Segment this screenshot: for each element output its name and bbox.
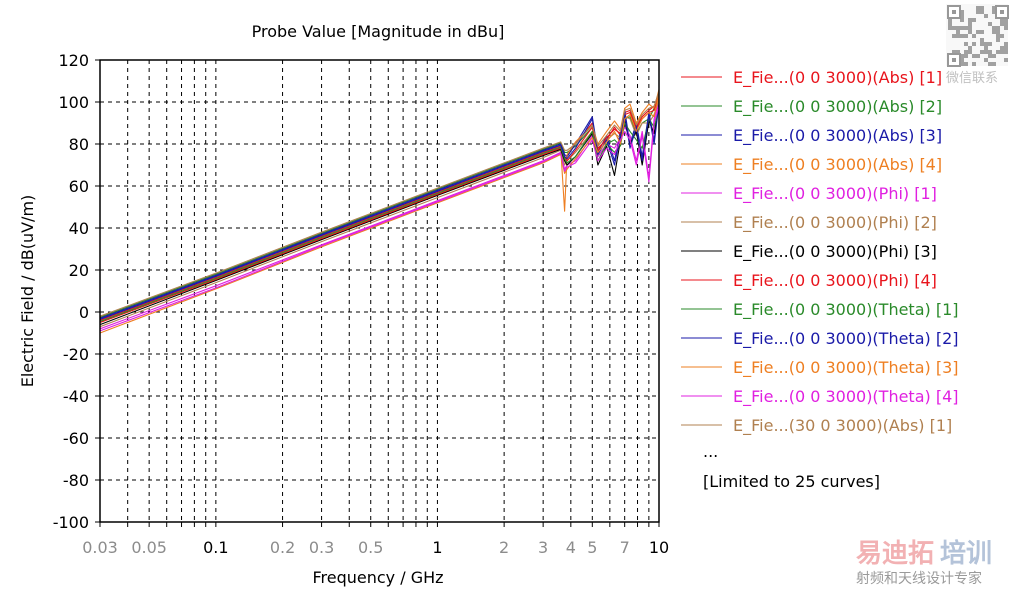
x-tick-label: 0.3 <box>309 538 334 557</box>
legend-entry: E_Fie...(0 0 3000)(Theta) [3] <box>733 358 959 378</box>
x-tick-label: 5 <box>587 538 597 557</box>
legend-entry: E_Fie...(0 0 3000)(Theta) [1] <box>733 300 959 320</box>
legend-entry: E_Fie...(0 0 3000)(Abs) [2] <box>733 97 942 117</box>
grid <box>100 60 659 522</box>
series-line <box>99 99 660 328</box>
x-tick-label: 0.05 <box>131 538 167 557</box>
x-tick-label: 1 <box>432 538 442 557</box>
y-axis-label: Electric Field / dB(uV/m) <box>18 195 37 388</box>
brand-logo-part1: 易迪拓 <box>856 539 934 569</box>
y-tick-label: -60 <box>63 429 89 448</box>
legend-note: [Limited to 25 curves] <box>703 472 880 491</box>
y-tick-label: -20 <box>63 345 89 364</box>
legend-entry: E_Fie...(30 0 3000)(Abs) [1] <box>733 416 952 436</box>
y-tick-label: 40 <box>69 219 89 238</box>
series-line <box>99 91 660 317</box>
legend-entry: E_Fie...(0 0 3000)(Phi) [4] <box>733 271 937 291</box>
y-tick-label: 80 <box>69 135 89 154</box>
y-tick-label: -80 <box>63 471 89 490</box>
legend: E_Fie...(0 0 3000)(Abs) [1] E_Fie...(0 0 … <box>681 68 959 491</box>
y-tick-label: 20 <box>69 261 89 280</box>
plot-frame <box>99 59 660 523</box>
x-tick-label: 0.03 <box>82 538 118 557</box>
x-axis-label: Frequency / GHz <box>312 568 443 587</box>
legend-entry: E_Fie...(0 0 3000)(Phi) [1] <box>733 184 937 204</box>
y-axis-ticks: 120 100 80 60 40 20 0 -20 -40 -60 -80 -100 <box>53 51 100 532</box>
y-tick-label: -40 <box>63 387 89 406</box>
series-line <box>99 93 660 334</box>
x-tick-label: 3 <box>538 538 548 557</box>
y-tick-label: 60 <box>69 177 89 196</box>
curves <box>99 89 660 334</box>
x-tick-label: 7 <box>620 538 630 557</box>
y-tick-label: 120 <box>58 51 89 70</box>
x-axis-ticks: 0.03 0.05 0.1 0.2 0.3 0.5 1 2 3 4 5 7 10 <box>82 522 669 557</box>
y-tick-label: 100 <box>58 93 89 112</box>
qr-code-watermark <box>946 4 1009 67</box>
brand-subtitle: 射频和天线设计专家 <box>856 570 982 587</box>
x-tick-label: 0.1 <box>203 538 228 557</box>
brand-logo-part2: 培训 <box>940 539 992 569</box>
x-tick-label: 0.5 <box>358 538 383 557</box>
y-tick-label: -100 <box>53 513 89 532</box>
x-tick-label: 2 <box>499 538 509 557</box>
legend-entry: E_Fie...(0 0 3000)(Abs) [1] <box>733 68 942 88</box>
qr-caption: 微信联系 <box>946 71 998 86</box>
x-tick-label: 0.2 <box>270 538 295 557</box>
legend-entry: E_Fie...(0 0 3000)(Abs) [4] <box>733 155 942 175</box>
chart-title: Probe Value [Magnitude in dBu] <box>252 22 505 41</box>
legend-entry: E_Fie...(0 0 3000)(Abs) [3] <box>733 126 942 146</box>
legend-entry: E_Fie...(0 0 3000)(Phi) [2] <box>733 213 937 233</box>
legend-entry: E_Fie...(0 0 3000)(Theta) [4] <box>733 387 959 407</box>
series-line <box>99 106 660 332</box>
y-tick-label: 0 <box>79 303 89 322</box>
x-tick-label: 10 <box>649 538 669 557</box>
series-line <box>99 97 660 318</box>
legend-note: ... <box>703 442 718 461</box>
x-tick-label: 4 <box>566 538 576 557</box>
legend-entry: E_Fie...(0 0 3000)(Theta) [2] <box>733 329 959 349</box>
legend-entry: E_Fie...(0 0 3000)(Phi) [3] <box>733 242 937 262</box>
